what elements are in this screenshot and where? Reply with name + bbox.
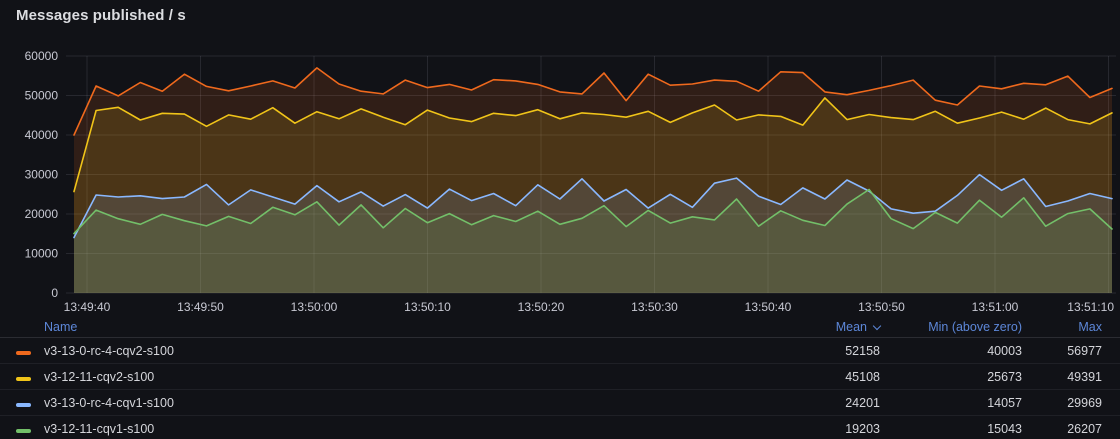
x-axis-tick-label: 13:50:40 [745,300,792,314]
series-color-swatch [16,376,31,381]
x-axis-tick-label: 13:51:00 [972,300,1019,314]
legend-header-name[interactable]: Name [44,319,78,334]
series-mean-value: 19203 [845,421,880,436]
series-name[interactable]: v3-12-11-cqv2-s100 [44,369,155,384]
y-axis-tick-label: 60000 [25,49,59,63]
x-axis-tick-label: 13:49:40 [64,300,111,314]
legend-header-row: Name Mean Min (above zero) Max [0,316,1120,338]
series-min-value: 40003 [987,343,1022,358]
x-axis-tick-label: 13:50:50 [858,300,905,314]
series-line-v3-12-11-cqv1-s100 [73,188,1113,235]
x-axis-tick-label: 13:50:20 [518,300,565,314]
y-axis-tick-label: 40000 [25,128,59,142]
timeseries-chart[interactable]: 0 10000 20000 30000 40000 50000 60000 13:49:40 1… [0,0,1120,316]
series-name[interactable]: v3-13-0-rc-4-cqv2-s100 [44,343,174,358]
series-line-v3-13-0-rc-4-cqv2-s100 [73,67,1113,136]
legend-table: Name Mean Min (above zero) Max v3-13-0-r… [0,316,1120,439]
x-axis-tick-label: 13:51:10 [1067,300,1114,314]
x-axis-tick-label: 13:50:30 [631,300,678,314]
series-name[interactable]: v3-12-11-cqv1-s100 [44,421,155,436]
series-fill-v3-13-0-rc-4-cqv2-s100 [74,67,1112,294]
series-color-swatch [16,428,31,433]
x-axis-tick-label: 13:49:50 [177,300,224,314]
series-color-swatch [16,402,31,407]
series-fill-v3-13-0-rc-4-cqv1-s100 [74,174,1112,293]
series-color-swatch [16,350,31,355]
series-max-value: 56977 [1067,343,1102,358]
x-axis-tick-label: 13:50:10 [404,300,451,314]
series-name[interactable]: v3-13-0-rc-4-cqv1-s100 [44,395,174,410]
legend-row: v3-13-0-rc-4-cqv1-s100 24201 14057 29969 [0,390,1120,416]
legend-row: v3-12-11-cqv1-s100 19203 15043 26207 [0,416,1120,439]
series-mean-value: 24201 [845,395,880,410]
y-axis-tick-label: 30000 [25,168,59,182]
series-line-v3-12-11-cqv2-s100 [73,97,1113,193]
y-axis-tick-label: 10000 [25,247,59,261]
y-axis-tick-label: 50000 [25,89,59,103]
panel-title[interactable]: Messages published / s [16,7,186,24]
legend-header-mean[interactable]: Mean [768,320,882,334]
legend-row: v3-13-0-rc-4-cqv2-s100 52158 40003 56977 [0,338,1120,364]
series-fill-v3-12-11-cqv2-s100 [74,97,1112,294]
series-max-value: 29969 [1067,395,1102,410]
legend-header-min[interactable]: Min (above zero) [928,319,1022,334]
series-min-value: 25673 [987,369,1022,384]
series-max-value: 49391 [1067,369,1102,384]
x-axis-tick-label: 13:50:00 [291,300,338,314]
legend-header-max[interactable]: Max [1078,319,1102,334]
series-fill-v3-12-11-cqv1-s100 [74,189,1112,293]
series-min-value: 15043 [987,421,1022,436]
legend-row: v3-12-11-cqv2-s100 45108 25673 49391 [0,364,1120,390]
series-mean-value: 45108 [845,369,880,384]
y-axis-tick-label: 20000 [25,207,59,221]
series-mean-value: 52158 [845,343,880,358]
y-axis-tick-label: 0 [51,286,58,300]
series-min-value: 14057 [987,395,1022,410]
series-max-value: 26207 [1067,421,1102,436]
series-line-v3-13-0-rc-4-cqv1-s100 [73,173,1113,239]
chart-svg[interactable]: 0 10000 20000 30000 40000 50000 60000 13:49:40 1… [0,0,1120,316]
